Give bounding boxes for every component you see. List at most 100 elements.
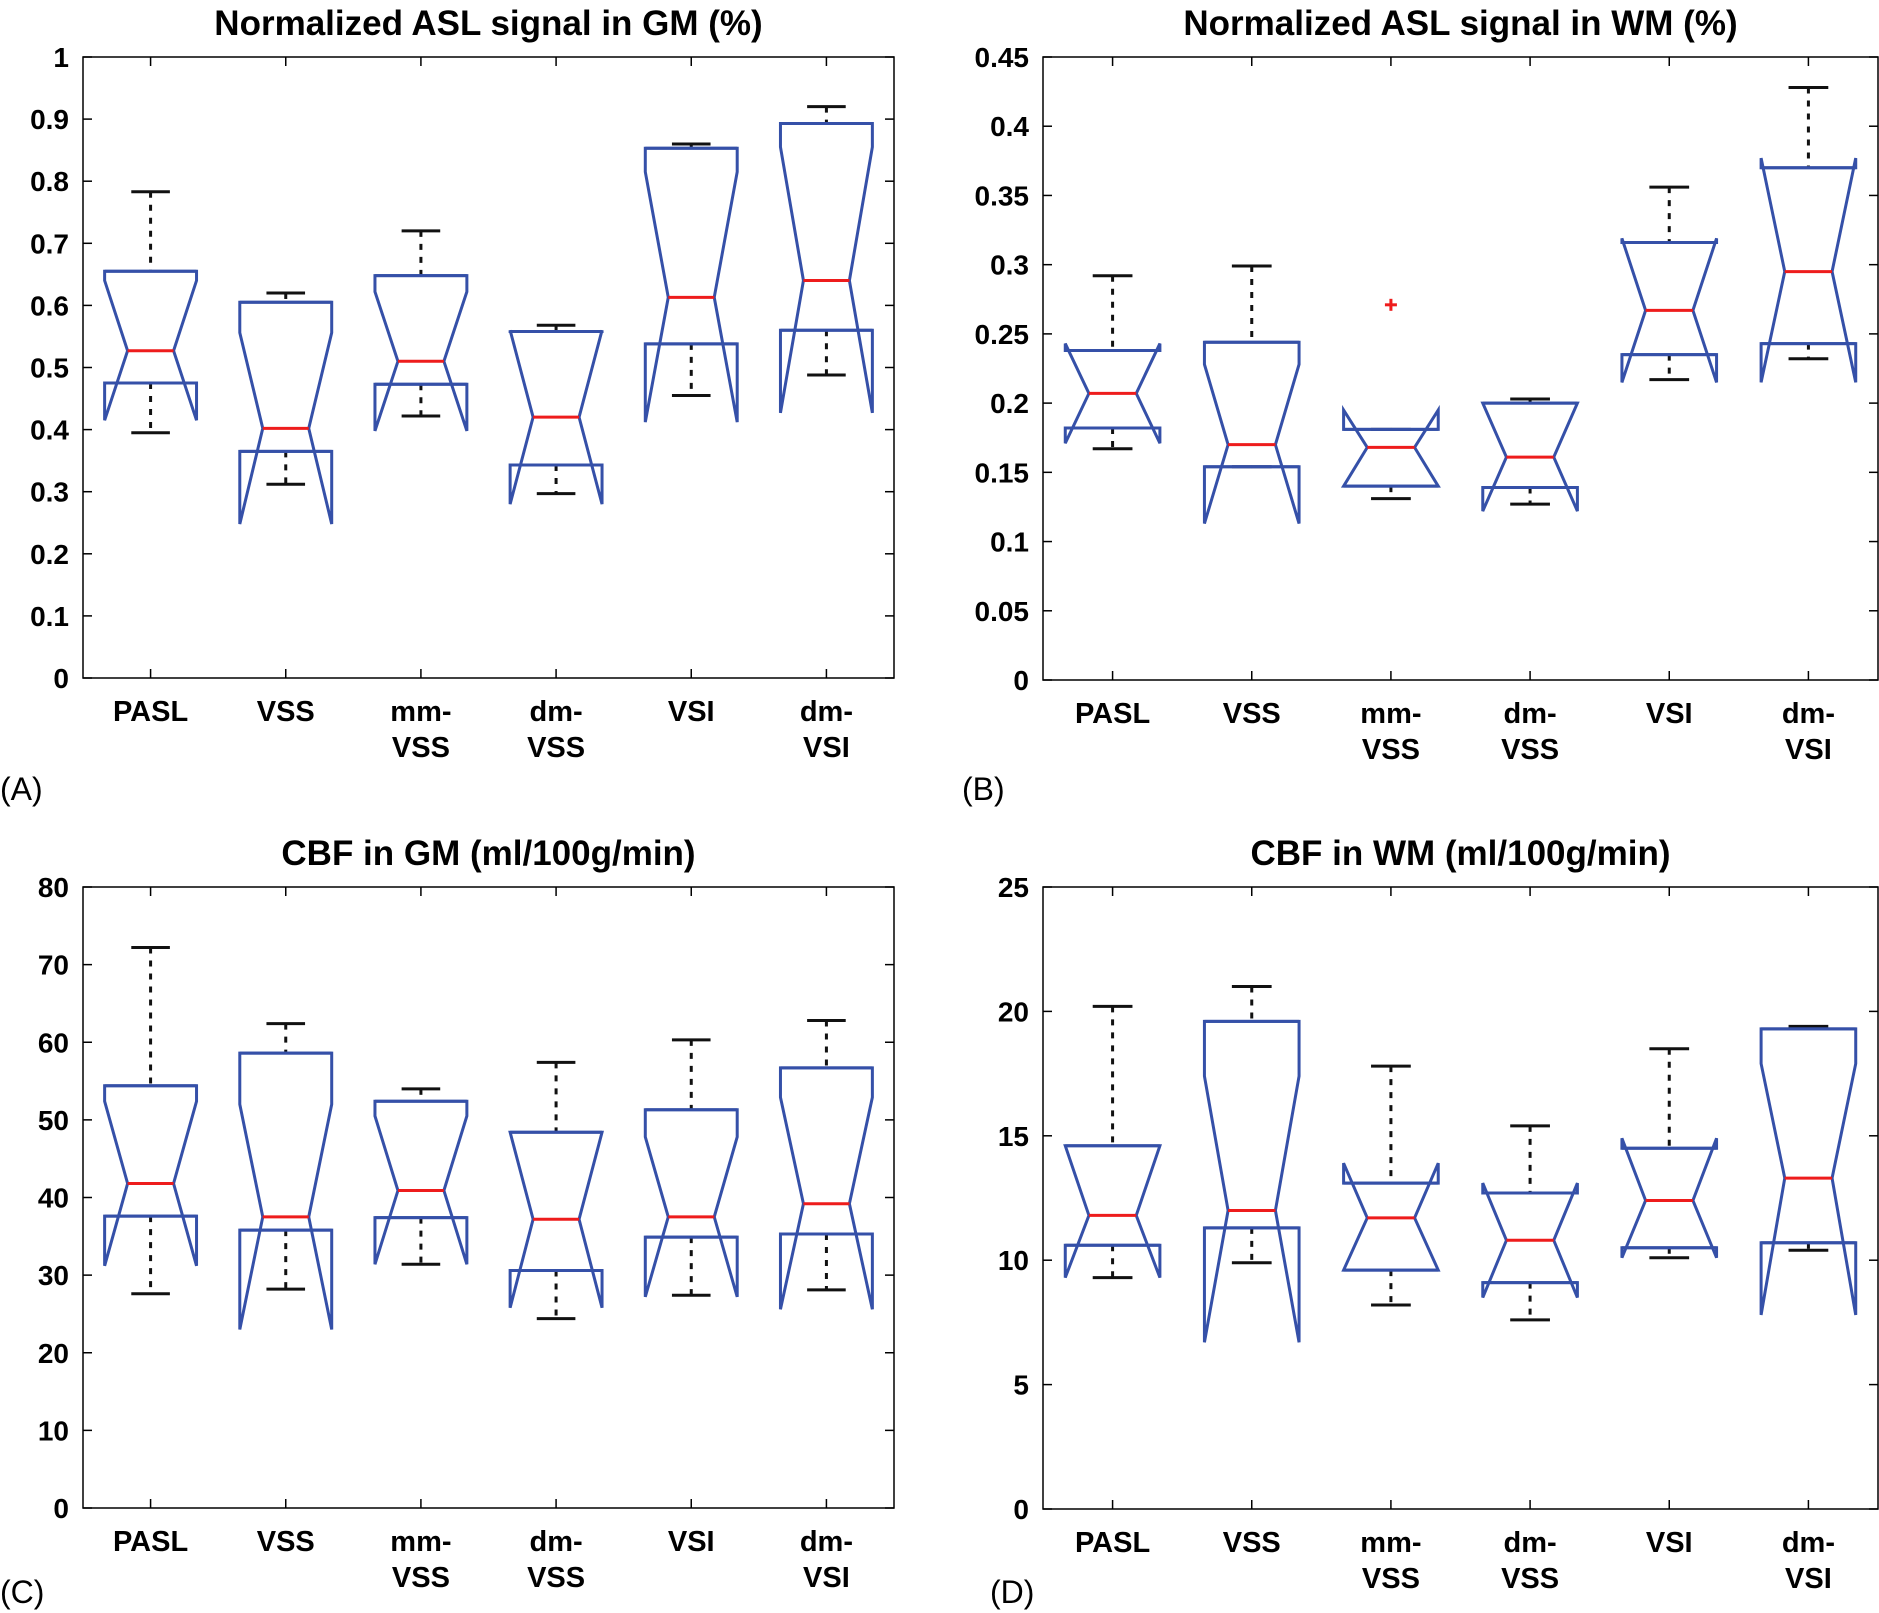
- box-2: [1341, 1064, 1441, 1307]
- y-tick-label: 20: [998, 996, 1029, 1027]
- box-outline: [238, 300, 334, 525]
- x-tick-label: mm-VSS: [1360, 698, 1421, 766]
- x-tick-label: dm-VSI: [1782, 1527, 1835, 1595]
- y-tick-label: 0.1: [990, 527, 1029, 558]
- y-tick-label: 0: [53, 663, 69, 694]
- x-tick-label: VSS: [1223, 698, 1281, 730]
- y-tick-label: 10: [998, 1245, 1029, 1276]
- panel-label: (D): [990, 1574, 1034, 1610]
- x-tick-label: PASL: [1075, 698, 1150, 730]
- x-tick-label: dm-VSI: [800, 696, 853, 764]
- chart-title: Normalized ASL signal in WM (%): [1183, 4, 1737, 43]
- y-tick-label: 10: [38, 1415, 69, 1446]
- x-tick-label: VSI: [668, 1526, 715, 1558]
- x-tick-label: dm-VSI: [800, 1526, 853, 1594]
- y-tick-label: 0.2: [30, 539, 69, 570]
- box-0: [103, 946, 199, 1296]
- box-outline: [373, 274, 469, 432]
- x-tick-label: VSS: [257, 696, 315, 728]
- x-tick-label: dm-VSI: [1782, 698, 1835, 766]
- x-tick-label: mm-VSS: [390, 696, 451, 764]
- y-tick-label: 1: [53, 42, 69, 73]
- x-tick-label: PASL: [113, 1526, 188, 1558]
- panel-label: (B): [962, 771, 1005, 807]
- x-tick-label: dm-VSS: [1501, 1527, 1559, 1595]
- box-2: [1340, 298, 1441, 501]
- y-tick-label: 0: [1013, 665, 1029, 696]
- box-3: [1480, 397, 1580, 512]
- box-2: [373, 229, 469, 432]
- box-1: [238, 1022, 334, 1330]
- box-1: [1202, 985, 1301, 1343]
- x-tick-label: VSS: [257, 1526, 315, 1558]
- y-tick-label: 0.8: [30, 166, 69, 197]
- x-tick-label: mm-VSS: [1360, 1527, 1421, 1595]
- y-tick-label: 0.9: [30, 104, 69, 135]
- box-0: [1063, 1004, 1162, 1280]
- y-tick-label: 5: [1013, 1370, 1029, 1401]
- box-outline: [643, 146, 739, 423]
- y-tick-label: 0.45: [975, 42, 1030, 73]
- chart-panel-1: Normalized ASL signal in WM (%) 0 0.05 0.1 0…: [975, 4, 1879, 766]
- plot-frame: [1042, 886, 1879, 1510]
- plot-frame: [82, 886, 895, 1509]
- y-tick-label: 70: [38, 950, 69, 981]
- box-outline: [103, 1084, 199, 1267]
- x-tick-label: dm-VSS: [1501, 698, 1559, 766]
- y-tick-label: 50: [38, 1105, 69, 1136]
- panel-label: (C): [0, 1574, 44, 1610]
- box-2: [373, 1087, 469, 1266]
- box-outline: [1063, 1144, 1162, 1279]
- x-tick-label: mm-VSS: [390, 1526, 451, 1594]
- y-tick-label: 0.7: [30, 228, 69, 259]
- box-outline: [373, 1099, 469, 1265]
- box-4: [643, 142, 739, 423]
- y-tick-label: 80: [38, 872, 69, 903]
- y-tick-label: 30: [38, 1260, 69, 1291]
- y-tick-label: 0.3: [30, 477, 69, 508]
- x-tick-label: VSI: [1646, 1527, 1693, 1559]
- y-tick-label: 0: [53, 1493, 69, 1524]
- y-tick-label: 0.05: [975, 596, 1030, 627]
- y-tick-label: 0.6: [30, 290, 69, 321]
- box-5: [1759, 1024, 1858, 1316]
- box-1: [238, 291, 334, 525]
- box-5: [1759, 85, 1858, 383]
- y-tick-label: 25: [998, 872, 1029, 903]
- box-outline: [1759, 1027, 1858, 1316]
- box-3: [508, 323, 604, 505]
- box-0: [1063, 274, 1162, 451]
- chart-title: CBF in WM (ml/100g/min): [1251, 834, 1671, 873]
- y-tick-label: 0.1: [30, 601, 69, 632]
- y-tick-label: 15: [998, 1121, 1029, 1152]
- box-0: [103, 190, 199, 435]
- box-outline: [1202, 340, 1301, 524]
- box-outline: [1620, 1137, 1719, 1259]
- box-4: [643, 1038, 739, 1298]
- chart-panel-0: Normalized ASL signal in GM (%) 0 0.1 0.2 0.…: [30, 4, 895, 764]
- box-1: [1202, 264, 1301, 524]
- x-tick-label: dm-VSS: [527, 696, 585, 764]
- y-tick-label: 0.35: [975, 180, 1030, 211]
- y-tick-label: 0.5: [30, 353, 69, 384]
- x-tick-label: VSI: [668, 696, 715, 728]
- plot-frame: [1042, 56, 1879, 681]
- x-tick-label: VSI: [1646, 698, 1693, 730]
- x-tick-label: dm-VSS: [527, 1526, 585, 1594]
- y-tick-label: 20: [38, 1338, 69, 1369]
- box-5: [778, 1019, 874, 1310]
- chart-title: Normalized ASL signal in GM (%): [214, 4, 762, 43]
- plot-frame: [82, 56, 895, 679]
- chart-panel-2: CBF in GM (ml/100g/min) 0 10 20 30 40 50 60 70 80…: [38, 834, 895, 1594]
- y-tick-label: 0.4: [30, 415, 69, 446]
- panel-label: (A): [0, 771, 43, 807]
- y-tick-label: 0.25: [975, 319, 1030, 350]
- x-tick-label: PASL: [1075, 1527, 1150, 1559]
- chart-panel-3: CBF in WM (ml/100g/min) 0 5 10 15 20 25 PASL VSS…: [998, 834, 1879, 1595]
- y-tick-label: 40: [38, 1183, 69, 1214]
- y-tick-label: 0.4: [990, 111, 1029, 142]
- y-tick-label: 60: [38, 1027, 69, 1058]
- box-3: [1481, 1124, 1579, 1322]
- box-4: [1620, 185, 1719, 383]
